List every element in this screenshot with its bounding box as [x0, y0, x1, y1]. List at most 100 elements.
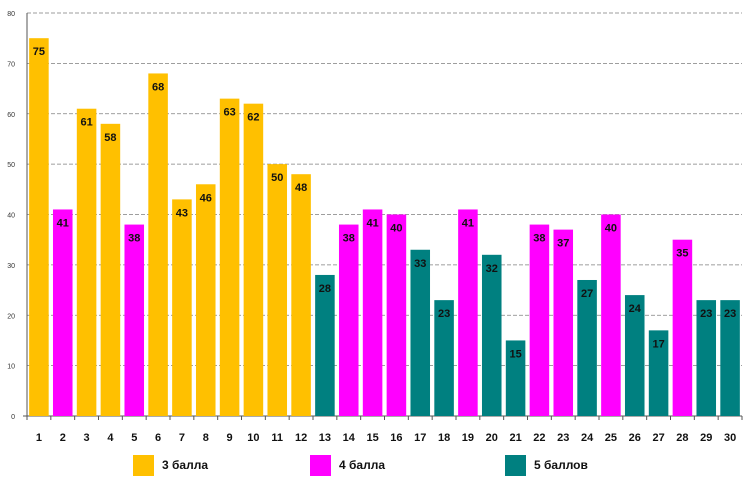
bar [601, 214, 621, 416]
data-label: 43 [176, 207, 188, 219]
x-tick-label: 19 [462, 432, 474, 444]
bar [100, 123, 121, 416]
data-label: 38 [128, 233, 140, 245]
y-tick-label: 60 [7, 112, 15, 119]
y-tick-label: 40 [7, 213, 15, 220]
bar [52, 209, 73, 416]
bar [505, 340, 526, 416]
legend-swatch-3-balla [133, 454, 154, 476]
legend-label-5-ballov: 5 баллов [534, 458, 588, 472]
bar [124, 224, 145, 416]
data-label: 61 [80, 117, 92, 129]
data-label: 35 [676, 248, 688, 260]
bar [648, 330, 669, 416]
bar [195, 184, 216, 416]
data-label: 46 [200, 192, 212, 204]
bar [672, 239, 693, 416]
data-label: 38 [533, 233, 545, 245]
x-tick-label: 17 [414, 432, 426, 444]
x-tick-label: 24 [581, 432, 594, 444]
data-label: 63 [223, 107, 235, 119]
bar [529, 224, 550, 416]
y-tick-label: 70 [7, 61, 15, 68]
x-tick-label: 15 [366, 432, 378, 444]
x-tick-label: 27 [652, 432, 664, 444]
x-tick-label: 13 [319, 432, 331, 444]
y-tick-label: 50 [7, 162, 15, 169]
bar [243, 103, 264, 417]
data-label: 58 [104, 132, 116, 144]
bar [481, 254, 502, 416]
bar [267, 164, 288, 416]
bar [315, 274, 335, 416]
data-label: 62 [247, 112, 259, 124]
y-tick-label: 0 [11, 414, 15, 421]
y-tick-label: 20 [7, 313, 15, 320]
x-tick-label: 11 [271, 432, 283, 444]
y-tick-label: 10 [7, 364, 15, 371]
x-tick-label: 10 [247, 432, 259, 444]
bar [219, 98, 240, 416]
data-label: 32 [486, 263, 498, 275]
data-label: 38 [343, 233, 355, 245]
y-tick-label: 80 [7, 11, 15, 18]
legend-label-4-balla: 4 балла [339, 458, 386, 472]
x-tick-label: 29 [700, 432, 712, 444]
bar [172, 199, 192, 416]
legend-item-3-balla: 3 балла [133, 454, 208, 476]
data-label: 48 [295, 182, 307, 194]
bar [410, 249, 431, 416]
bar [624, 295, 645, 416]
x-tick-label: 9 [227, 432, 233, 444]
x-tick-label: 2 [60, 432, 66, 444]
data-label: 40 [605, 223, 617, 235]
bar [291, 174, 311, 416]
x-tick-label: 23 [557, 432, 569, 444]
bar [720, 300, 740, 416]
data-label: 23 [438, 308, 450, 320]
x-tick-label: 4 [107, 432, 114, 444]
legend-swatch-5-ballov [505, 454, 526, 476]
data-label: 41 [366, 217, 378, 229]
bar [553, 229, 574, 416]
legend-item-5-ballov: 5 баллов [505, 454, 588, 476]
x-tick-label: 3 [84, 432, 90, 444]
bar [29, 38, 49, 416]
legend-swatch-4-balla [310, 454, 331, 476]
x-tick-label: 21 [509, 432, 521, 444]
x-tick-label: 5 [131, 432, 137, 444]
data-label: 33 [414, 258, 426, 270]
y-tick-label: 30 [7, 263, 15, 270]
x-tick-label: 7 [179, 432, 185, 444]
x-tick-label: 26 [629, 432, 641, 444]
x-tick-label: 1 [36, 432, 42, 444]
legend-item-4-balla: 4 балла [310, 454, 385, 476]
data-label: 15 [509, 348, 521, 360]
x-tick-label: 25 [605, 432, 617, 444]
data-label: 28 [319, 283, 331, 295]
data-label: 41 [462, 217, 474, 229]
x-tick-label: 30 [724, 432, 736, 444]
bar [386, 214, 407, 416]
x-tick-label: 22 [533, 432, 545, 444]
bar [362, 209, 383, 416]
data-label: 40 [390, 223, 402, 235]
data-label: 68 [152, 81, 164, 93]
bar [76, 108, 97, 417]
data-label: 23 [700, 308, 712, 320]
legend-label-3-balla: 3 балла [162, 458, 209, 472]
data-label: 27 [581, 288, 593, 300]
data-label: 37 [557, 238, 569, 250]
bar [577, 279, 597, 416]
bar [148, 73, 168, 416]
x-tick-label: 18 [438, 432, 450, 444]
x-tick-label: 12 [295, 432, 307, 444]
data-label: 50 [271, 172, 283, 184]
bar [696, 300, 717, 416]
x-tick-label: 20 [486, 432, 498, 444]
x-tick-label: 6 [155, 432, 161, 444]
data-label: 75 [33, 46, 45, 58]
bar [458, 209, 478, 416]
x-tick-label: 16 [390, 432, 402, 444]
